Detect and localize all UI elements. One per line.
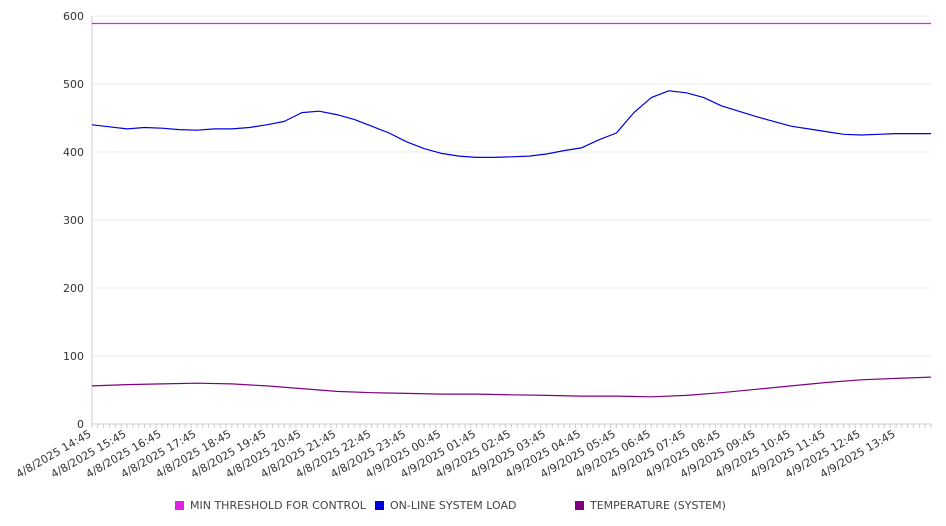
- legend-swatch-temperature: [575, 500, 584, 510]
- legend-item-system-load: ON-LINE SYSTEM LOAD: [375, 498, 516, 512]
- series-lines: [91, 22, 932, 398]
- y-tick-label: 0: [77, 418, 84, 431]
- y-tick-label: 400: [63, 146, 84, 159]
- legend-item-min-threshold: MIN THRESHOLD FOR CONTROL: [175, 498, 366, 512]
- legend-swatch-min-threshold: [175, 500, 184, 510]
- y-tick-labels: 0 100 200 300 400 500 600: [63, 10, 84, 431]
- y-tick-label: 500: [63, 78, 84, 91]
- legend-label-temperature: TEMPERATURE (SYSTEM): [590, 498, 726, 512]
- y-tick-label: 600: [63, 10, 84, 23]
- series-line-temperature: [91, 376, 932, 398]
- y-tick-label: 300: [63, 214, 84, 227]
- y-tick-label: 100: [63, 350, 84, 363]
- legend-label-system-load: ON-LINE SYSTEM LOAD: [390, 498, 517, 512]
- y-tick-label: 200: [63, 282, 84, 295]
- x-tick-labels: 4/8/2025 14:454/8/2025 15:454/8/2025 16:…: [14, 427, 898, 481]
- axes: [91, 16, 932, 428]
- legend-item-temperature: TEMPERATURE (SYSTEM): [575, 498, 726, 512]
- legend-label-min-threshold: MIN THRESHOLD FOR CONTROL: [190, 498, 366, 512]
- series-line-system-load: [91, 90, 931, 158]
- legend-swatch-system-load: [375, 500, 384, 510]
- grid-lines: [92, 15, 931, 357]
